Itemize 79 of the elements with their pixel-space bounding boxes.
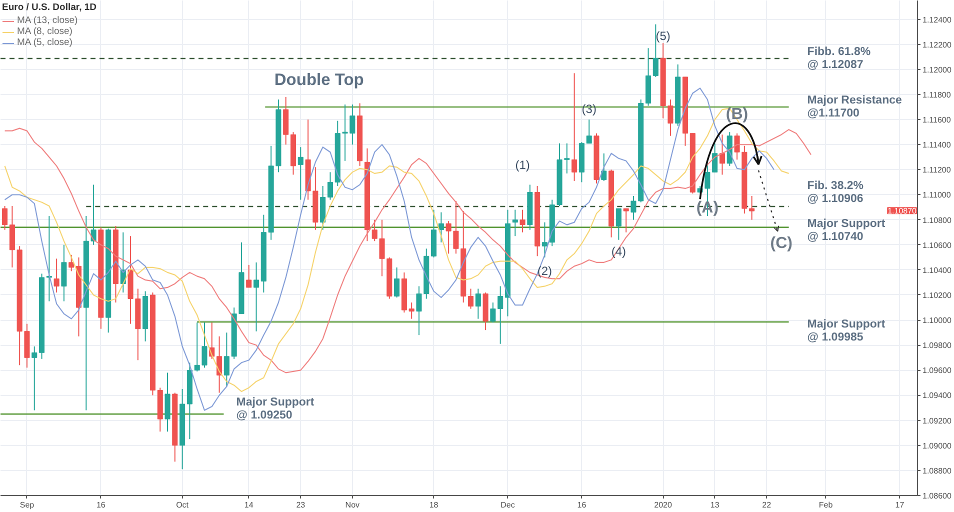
y-tick-label: 1.09600 [922,366,952,376]
candlestick [438,212,444,243]
annotation: (1) [515,158,530,172]
candlestick [298,146,304,200]
candlestick [61,244,67,302]
ref-line-label: Fibb. 61.8% @ 1.12087 [807,46,871,72]
y-tick-label: 1.12000 [922,65,952,74]
x-tick-label: Oct [176,500,190,510]
y-tick-label: 1.10400 [922,266,952,275]
candlestick [32,346,38,411]
ref-line-label: Major Support @ 1.09250 [236,396,314,422]
candlestick [394,266,400,298]
y-tick-label: 1.12400 [922,15,952,24]
candlestick [719,134,725,176]
candlestick [623,208,629,233]
candlestick [54,258,60,293]
candlestick [68,254,74,272]
y-tick-label: 1.10200 [922,290,952,300]
candlestick [542,222,548,258]
y-tick-label: 1.11600 [922,116,952,125]
candlestick [601,152,607,182]
x-tick-label: 23 [296,500,306,510]
candlestick [512,209,518,237]
x-tick-label: 16 [96,500,106,510]
y-tick-label: 1.10000 [922,316,952,326]
candlestick [749,195,755,220]
y-tick-label: 1.10800 [922,216,952,225]
legend-label: MA (13, close) [17,15,78,26]
candlestick [652,24,658,78]
y-tick-label: 1.11000 [922,190,952,200]
annotation: (2) [537,264,552,278]
chart-title: Euro / U.S. Dollar, 1D [2,2,96,13]
candlestick [630,195,636,220]
candlestick [446,220,452,254]
candlestick [734,132,740,160]
x-tick-label: 17 [895,500,905,510]
annotation: (C) [770,234,793,252]
y-tick-label: 1.09400 [922,391,952,400]
x-tick-label: 2020 [654,500,673,510]
y-tick-label: 1.09200 [922,416,952,426]
ref-line-label: Major Support @ 1.10740 [807,218,886,243]
candlestick [2,206,8,230]
candlestick [520,209,526,233]
y-tick-label: 1.08800 [922,466,952,476]
x-tick-label: Sep [20,500,35,510]
candlestick [475,288,481,320]
x-tick-label: 13 [710,500,720,510]
candlestick [616,208,622,240]
x-tick-label: Feb [818,500,834,510]
candlestick [327,172,333,200]
ref-line-label: Major Support @ 1.09985 [807,318,886,344]
ref-line-label: Major Resistance @1.11700 [807,94,902,120]
x-tick-label: 22 [762,500,772,510]
candlestick [90,184,96,246]
x-tick-label: 16 [577,500,587,510]
candlestick [468,288,474,310]
x-tick-label: Dec [500,500,515,510]
y-tick-label: 1.09000 [922,441,952,450]
y-tick-label: 1.11400 [922,140,952,150]
x-tick-label: 14 [244,500,254,510]
y-tick-label: 1.08600 [922,492,952,500]
x-tick-label: Nov [345,500,360,510]
y-tick-label: 1.12200 [922,40,952,50]
annotation: (5) [656,29,670,44]
legend-label: MA (5, close) [17,37,72,48]
candlestick [254,262,260,332]
x-tick-label: 18 [429,500,439,510]
legend-label: MA (8, close) [17,26,72,37]
candlestick [453,200,459,254]
candlestick [586,119,592,144]
candlestick [246,264,252,288]
annotation: 1.10870 [888,206,918,216]
y-tick-label: 1.10600 [922,240,952,250]
y-tick-label: 1.11800 [922,90,952,100]
annotation: Double Top [274,71,364,90]
candlestick [572,72,578,182]
y-tick-label: 1.11200 [922,166,952,175]
ref-line-label: Fib. 38.2% @ 1.10906 [807,180,864,206]
y-tick-label: 1.09800 [922,341,952,350]
